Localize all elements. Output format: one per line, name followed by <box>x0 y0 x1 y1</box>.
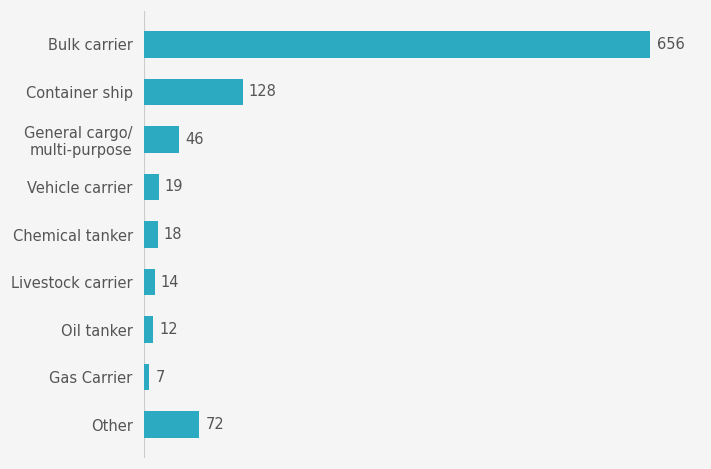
Bar <box>144 364 149 390</box>
Text: 72: 72 <box>205 417 225 432</box>
Text: 18: 18 <box>164 227 183 242</box>
Bar <box>144 411 200 438</box>
Bar <box>144 79 242 105</box>
Bar <box>144 127 179 152</box>
Text: 46: 46 <box>186 132 204 147</box>
Text: 12: 12 <box>159 322 178 337</box>
Text: 19: 19 <box>165 180 183 195</box>
Bar <box>144 221 158 248</box>
Text: 128: 128 <box>249 84 277 99</box>
Text: 656: 656 <box>657 37 685 52</box>
Bar <box>144 269 155 295</box>
Bar <box>144 31 651 58</box>
Text: 14: 14 <box>161 274 179 289</box>
Text: 7: 7 <box>156 370 165 385</box>
Bar <box>144 317 153 342</box>
Bar <box>144 174 159 200</box>
